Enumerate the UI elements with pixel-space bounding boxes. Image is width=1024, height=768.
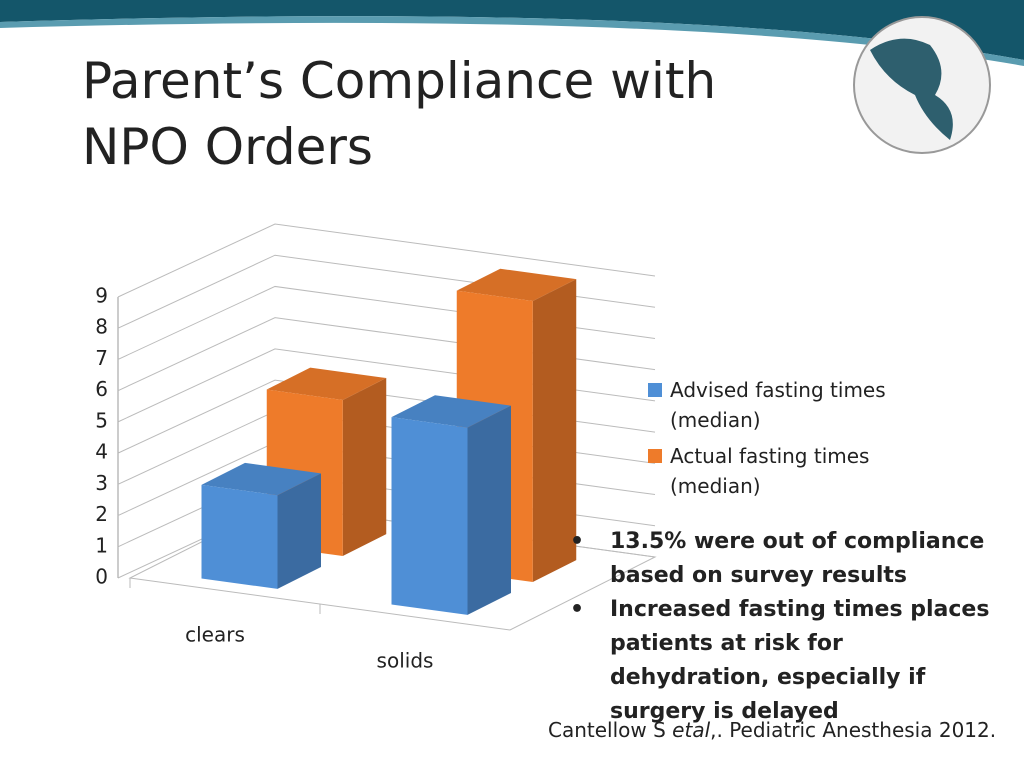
bullet-dot: • — [570, 529, 585, 554]
bar-top — [456, 268, 577, 302]
y-tick-label: 1 — [95, 533, 108, 557]
bullet-text: Increased fasting times places patients … — [610, 597, 990, 724]
y-tick-label: 8 — [95, 315, 108, 339]
top-stripe — [0, 16, 1024, 66]
y-tick-label: 5 — [95, 408, 108, 432]
globe-land — [870, 38, 953, 140]
x-tick-label: solids — [377, 649, 434, 673]
y-tick-label: 7 — [95, 346, 108, 370]
legend-item: Advised fasting times (median) — [648, 375, 918, 435]
y-tick-label: 0 — [95, 565, 108, 589]
bar-top — [201, 462, 321, 496]
citation-rest: ,. Pediatric Anesthesia 2012. — [710, 718, 997, 742]
x-tick-label: clears — [185, 623, 245, 647]
legend-swatch — [648, 449, 662, 463]
slide-title: Parent’s Compliance with NPO Orders — [82, 52, 717, 176]
bar-side — [532, 279, 577, 583]
bar — [201, 462, 321, 589]
bullet-dot: • — [570, 597, 585, 622]
bullet: • Increased fasting times places patients… — [570, 593, 1000, 729]
bar — [391, 395, 511, 615]
top-band — [0, 0, 1024, 60]
bar-side — [277, 473, 321, 589]
legend-item: Actual fasting times (median) — [648, 441, 918, 501]
bar-top — [391, 395, 511, 428]
bullet: • 13.5% were out of compliance based on s… — [570, 525, 1000, 593]
citation-author: Cantellow S — [548, 718, 673, 742]
legend-label: Advised fasting times (median) — [670, 378, 886, 432]
y-tick-label: 6 — [95, 377, 108, 401]
bar-side — [467, 405, 511, 615]
citation-etal: etal — [672, 718, 711, 742]
bar-side — [342, 378, 387, 557]
grid-line — [117, 223, 656, 298]
bar-front — [201, 484, 278, 589]
bar-front — [391, 417, 468, 615]
y-tick-label: 9 — [95, 284, 108, 308]
y-tick-label: 2 — [95, 502, 108, 526]
citation: Cantellow S etal,. Pediatric Anesthesia … — [548, 718, 996, 742]
y-tick-label: 4 — [95, 440, 108, 464]
legend-swatch — [648, 383, 662, 397]
bullets: • 13.5% were out of compliance based on s… — [570, 525, 1000, 729]
legend-label: Actual fasting times (median) — [670, 444, 870, 498]
bar-top — [266, 367, 387, 400]
legend: Advised fasting times (median) Actual fas… — [648, 375, 918, 507]
bullet-text: 13.5% were out of compliance based on su… — [610, 529, 985, 588]
y-tick-label: 3 — [95, 471, 108, 495]
